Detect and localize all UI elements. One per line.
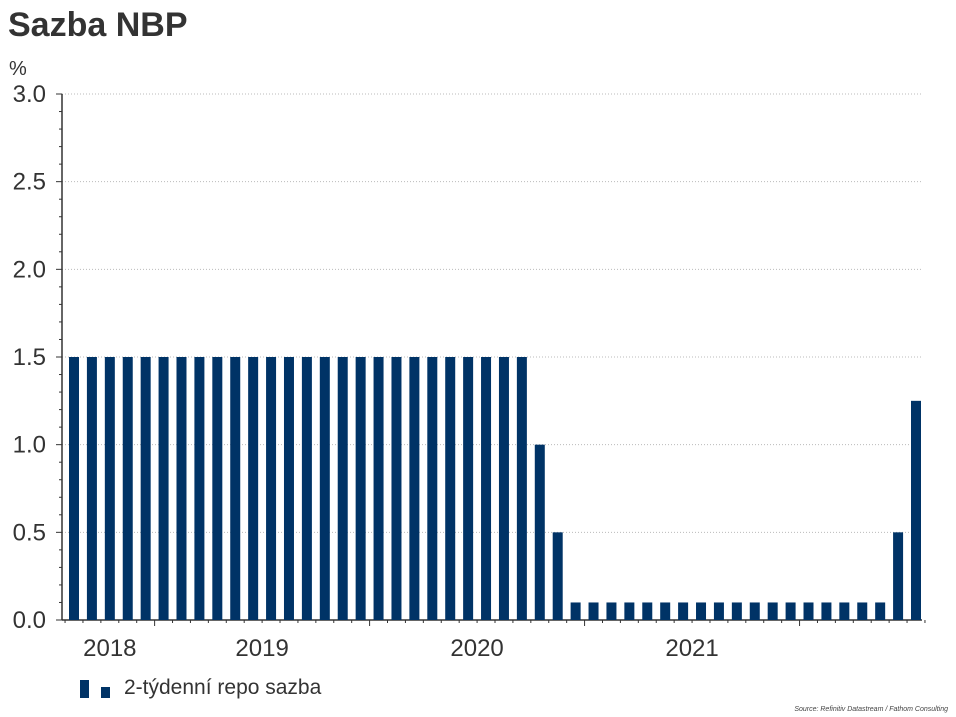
bar [194, 357, 205, 620]
bar [176, 357, 187, 620]
bar [857, 602, 868, 620]
bar [463, 357, 474, 620]
bar [212, 357, 223, 620]
bar [266, 357, 277, 620]
bar [713, 602, 724, 620]
bar [821, 602, 832, 620]
bar [158, 357, 169, 620]
bar [427, 357, 438, 620]
bar [498, 357, 509, 620]
bar [230, 357, 241, 620]
bar [140, 357, 151, 620]
bar [678, 602, 689, 620]
bar [122, 357, 133, 620]
legend-label: 2-týdenní repo sazba [124, 676, 322, 699]
bar [391, 357, 402, 620]
bar [785, 602, 796, 620]
bar [86, 357, 97, 620]
bar [660, 602, 671, 620]
bar [355, 357, 366, 620]
y-tick-label: 2.0 [13, 256, 46, 283]
bar [588, 602, 599, 620]
legend: 2-týdenní repo sazba [80, 676, 321, 700]
bar [642, 602, 653, 620]
x-tick-label: 2020 [450, 635, 503, 662]
x-tick-label: 2019 [235, 635, 288, 662]
bar [696, 602, 707, 620]
bar [283, 357, 294, 620]
y-tick-label: 1.0 [13, 432, 46, 459]
bar [839, 602, 850, 620]
bar [624, 602, 635, 620]
bar [373, 357, 384, 620]
x-tick-label: 2021 [665, 635, 718, 662]
bar [534, 444, 545, 620]
bar [911, 400, 921, 620]
bar [875, 602, 886, 620]
bar [69, 357, 79, 620]
y-tick-label: 3.0 [13, 81, 46, 108]
bar [731, 602, 742, 620]
bar [570, 602, 581, 620]
legend-swatch-bar-short [101, 687, 110, 698]
bar [803, 602, 814, 620]
bar [767, 602, 778, 620]
bar [104, 357, 115, 620]
bar [409, 357, 420, 620]
bar [445, 357, 456, 620]
source-note: Source: Refinitiv Datastream / Fathom Co… [794, 706, 948, 713]
chart-title: Sazba NBP [8, 6, 188, 44]
bar [248, 357, 259, 620]
bar [893, 532, 904, 620]
bar [301, 357, 312, 620]
y-tick-label: 0.5 [13, 519, 46, 546]
bar [749, 602, 760, 620]
legend-swatch-bar-tall [80, 680, 89, 698]
bar [516, 357, 527, 620]
y-axis-unit: % [9, 58, 27, 80]
y-tick-label: 1.5 [13, 344, 46, 371]
bar [319, 357, 330, 620]
bar [552, 532, 563, 620]
bar [337, 357, 348, 620]
y-tick-label: 2.5 [13, 169, 46, 196]
legend-swatch [80, 678, 110, 698]
x-tick-label: 2018 [83, 635, 136, 662]
bar [481, 357, 492, 620]
bar [606, 602, 617, 620]
y-tick-label: 0.0 [13, 607, 46, 634]
